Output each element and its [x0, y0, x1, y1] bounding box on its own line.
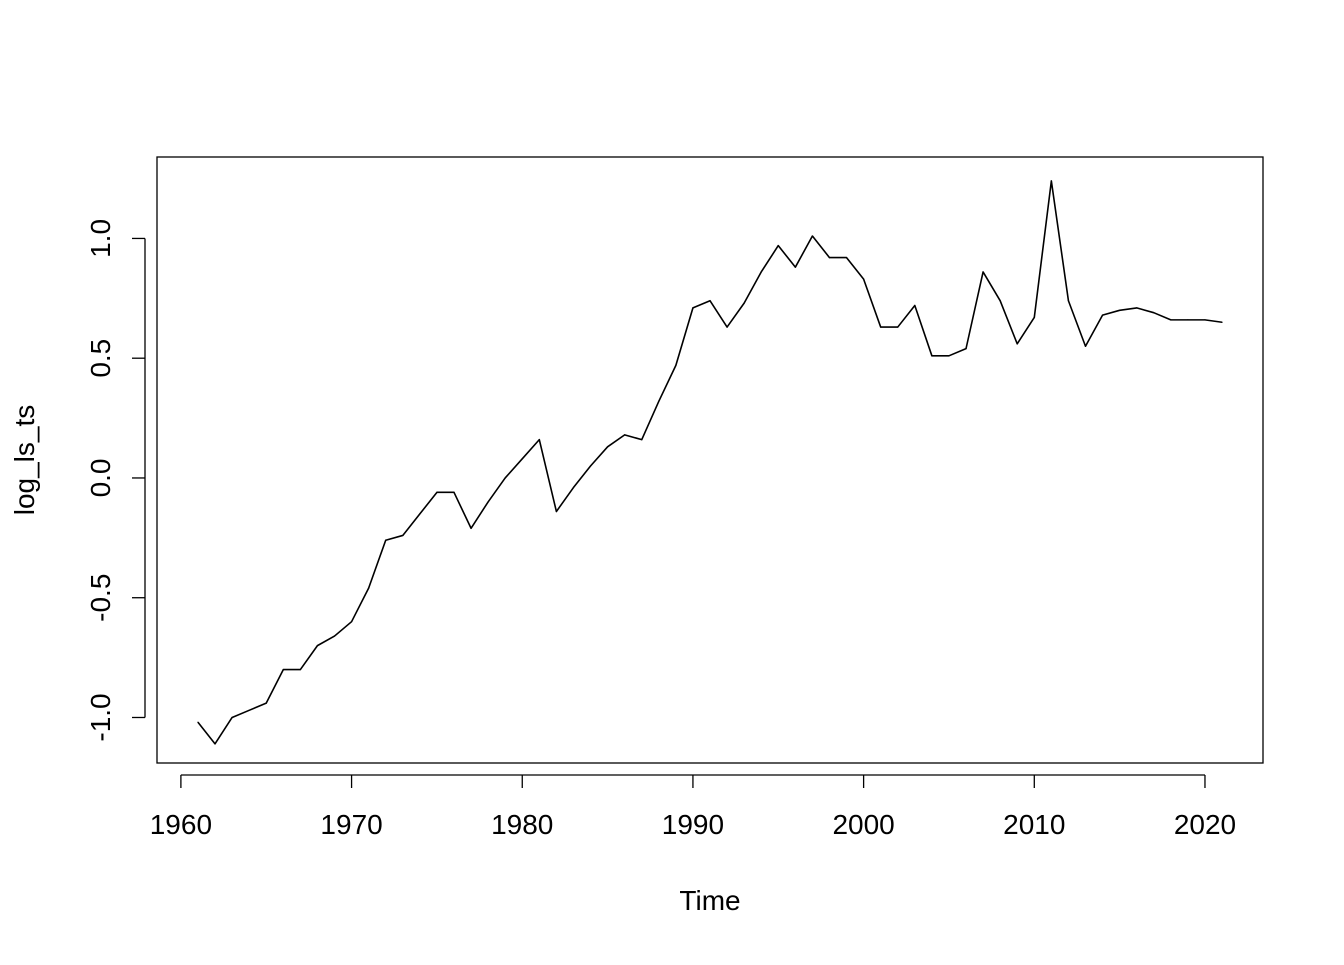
data-point: [743, 302, 745, 304]
y-tick-label: -1.0: [85, 693, 116, 741]
y-axis: -1.0 -0.5 0.0 0.5 1.0: [85, 219, 146, 742]
data-point: [1221, 321, 1223, 323]
data-point: [436, 491, 438, 493]
y-axis-label: log_ls_ts: [9, 405, 40, 516]
data-point: [1067, 300, 1070, 302]
x-tick-label: 1980: [491, 809, 553, 840]
data-point: [316, 645, 319, 647]
data-point: [1187, 319, 1189, 321]
data-point: [641, 439, 643, 441]
data-point: [880, 326, 882, 328]
data-point: [897, 326, 899, 328]
data-point: [845, 257, 848, 259]
data-point: [931, 355, 933, 357]
data-point: [1050, 180, 1052, 182]
data-point: [811, 235, 814, 237]
data-point: [1153, 312, 1155, 314]
data-point: [470, 527, 472, 529]
data-point: [1084, 345, 1087, 347]
data-point: [248, 709, 250, 711]
data-point: [760, 271, 762, 273]
y-tick-label: 1.0: [85, 219, 116, 258]
data-point: [624, 434, 626, 436]
data-point: [982, 271, 984, 273]
data-point: [914, 304, 916, 307]
data-point: [948, 355, 950, 357]
data-point: [385, 539, 387, 541]
series-layer: [197, 180, 1223, 745]
data-point: [197, 721, 199, 723]
data-point: [402, 534, 404, 537]
x-tick-label: 2010: [1003, 809, 1065, 840]
x-tick-label: 2020: [1174, 809, 1236, 840]
y-tick-label: -0.5: [85, 574, 116, 622]
data-point: [453, 491, 455, 493]
data-point: [282, 668, 284, 671]
y-tick-label: 0.5: [85, 339, 116, 378]
x-tick-label: 1960: [150, 809, 212, 840]
x-tick-label: 1970: [320, 809, 382, 840]
series-line: [197, 180, 1223, 745]
data-point: [606, 446, 609, 448]
data-point: [709, 300, 711, 302]
x-axis: 1960 1970 1980 1990 2000 2010 2020: [150, 774, 1236, 840]
data-point: [265, 702, 267, 704]
data-point: [658, 400, 660, 402]
data-point: [521, 458, 523, 460]
x-axis-label: Time: [679, 885, 740, 916]
data-point: [419, 513, 421, 515]
data-point: [1101, 314, 1104, 316]
data-point: [231, 716, 233, 719]
data-point: [675, 364, 677, 366]
x-tick-label: 1990: [662, 809, 724, 840]
data-point: [572, 486, 575, 489]
data-point: [538, 439, 540, 441]
plot-frame: [156, 156, 1264, 764]
data-point: [863, 278, 865, 280]
x-tick-label: 2000: [832, 809, 894, 840]
data-point: [999, 300, 1001, 302]
data-point: [1119, 309, 1121, 311]
data-point: [299, 668, 301, 671]
data-point: [794, 266, 796, 268]
data-point: [1033, 316, 1035, 319]
data-point: [555, 510, 557, 513]
data-point: [487, 501, 489, 503]
data-point: [1204, 319, 1206, 321]
y-tick-label: 0.0: [85, 458, 116, 497]
data-point: [777, 245, 779, 247]
data-point: [504, 477, 506, 479]
data-point: [726, 326, 728, 328]
data-point: [368, 587, 370, 589]
data-point: [214, 743, 216, 745]
data-point: [1136, 307, 1138, 309]
data-point: [589, 465, 592, 467]
data-point: [828, 257, 831, 259]
data-point: [333, 635, 336, 637]
data-point: [1170, 319, 1172, 321]
data-point: [350, 621, 353, 623]
data-point: [692, 307, 694, 309]
data-point: [965, 348, 967, 350]
data-point: [1016, 343, 1018, 345]
